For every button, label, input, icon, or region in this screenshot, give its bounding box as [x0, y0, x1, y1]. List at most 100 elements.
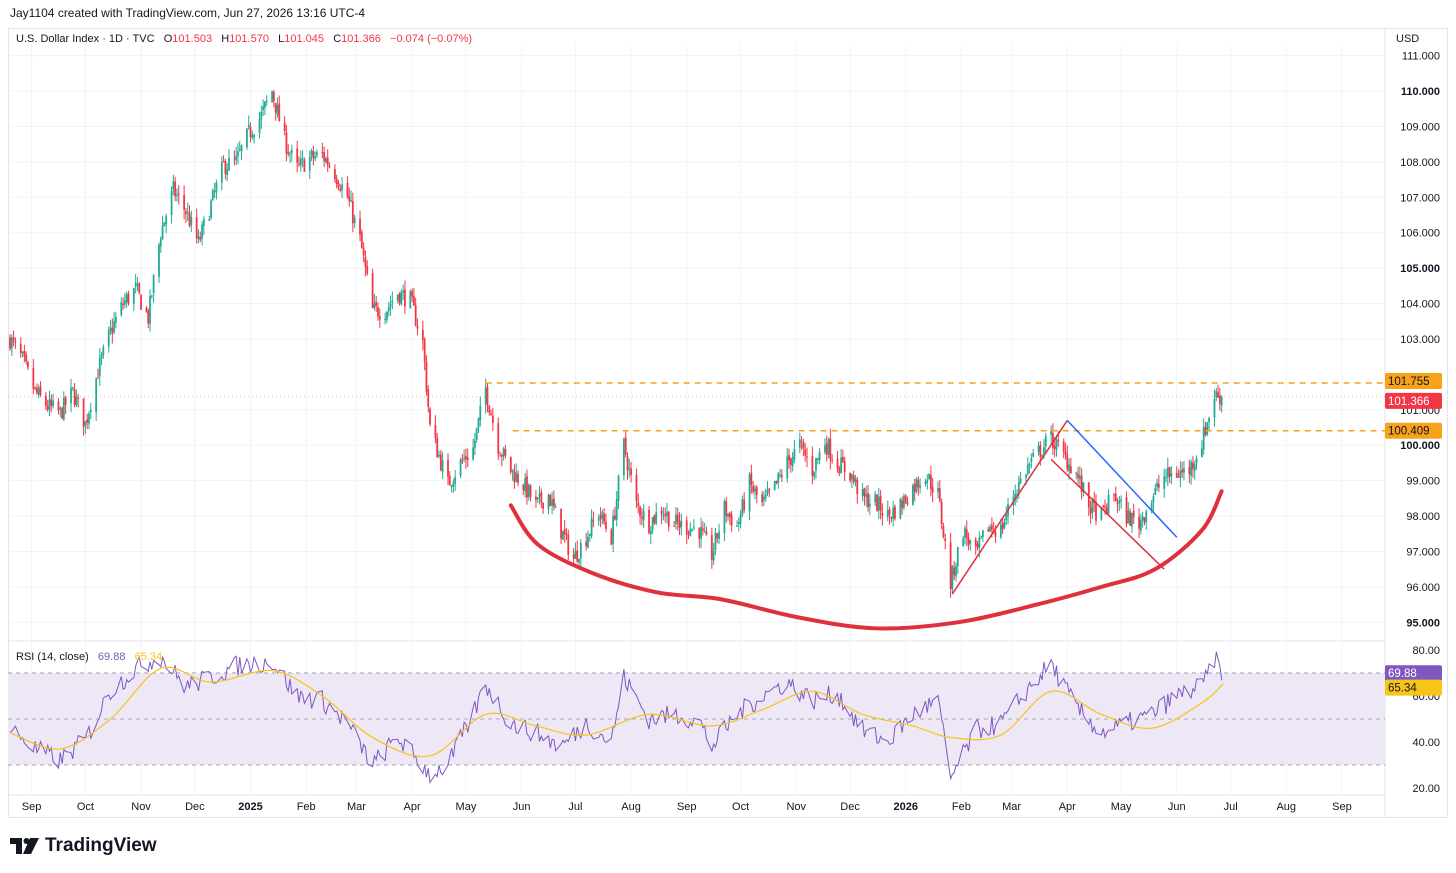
candle: [637, 493, 640, 514]
rsi-legend[interactable]: RSI (14, close) 69.88 65.34: [16, 651, 162, 663]
candle: [454, 469, 457, 491]
rsi-value-badge-text: 69.88: [1388, 668, 1417, 680]
currency-label[interactable]: USD: [1396, 33, 1420, 45]
candle: [386, 310, 388, 324]
candle: [452, 478, 455, 494]
candle: [1206, 421, 1209, 437]
candle: [491, 407, 494, 432]
candle: [1107, 489, 1110, 516]
candle: [915, 477, 918, 494]
candle: [238, 140, 241, 152]
time-tick-label: 2025: [238, 801, 262, 813]
candle: [687, 530, 690, 540]
candle: [552, 490, 555, 511]
candle: [764, 488, 767, 502]
time-tick-label: Oct: [77, 801, 94, 813]
high-label: H: [221, 33, 230, 45]
candle: [351, 192, 354, 233]
candle: [603, 508, 606, 525]
candle: [412, 287, 415, 306]
candle: [208, 215, 211, 222]
candle: [775, 480, 778, 485]
candle: [852, 470, 855, 485]
candle: [1118, 496, 1121, 512]
candle: [163, 222, 166, 227]
candle: [752, 481, 755, 494]
candle: [949, 532, 952, 598]
candle: [827, 437, 830, 459]
candle: [899, 497, 902, 520]
candle: [237, 142, 239, 165]
candle: [779, 468, 781, 479]
candle: [434, 415, 437, 444]
candle: [605, 513, 607, 533]
candle: [685, 516, 688, 544]
candle: [563, 520, 566, 543]
price-tick-label: 96.000: [1406, 582, 1440, 594]
candle: [951, 564, 954, 595]
candle: [1003, 518, 1006, 530]
candle: [272, 89, 275, 108]
candle: [439, 450, 442, 472]
close-label: C: [333, 33, 342, 45]
candle: [113, 312, 116, 335]
rsi-tick-label: 80.00: [1412, 645, 1440, 657]
candle: [1143, 516, 1146, 526]
open-label: O: [163, 33, 173, 45]
candle: [339, 184, 342, 193]
time-tick-label: Nov: [786, 801, 806, 813]
candle: [716, 533, 719, 544]
candle: [1192, 456, 1194, 478]
candle: [477, 417, 480, 434]
symbol-legend[interactable]: U.S. Dollar Index · 1D · TVC O101.503 H1…: [16, 33, 472, 45]
candle: [425, 355, 428, 396]
candle: [341, 177, 343, 198]
candle: [615, 491, 618, 527]
time-axis[interactable]: Sep Oct Nov Dec 2025 Feb Mar Apr May Jun Jul Aug Sep…: [22, 801, 1352, 813]
candle: [714, 528, 717, 556]
candle: [1190, 459, 1193, 485]
rsi-ma-line: [9, 666, 1224, 758]
candle: [623, 437, 625, 481]
candle: [865, 486, 868, 507]
candle: [249, 122, 252, 143]
candle: [1114, 486, 1117, 502]
candle: [664, 507, 667, 523]
candle: [134, 274, 137, 294]
candle: [804, 442, 807, 462]
candle: [813, 470, 816, 481]
candle: [421, 320, 424, 350]
candle: [484, 378, 487, 414]
candle: [316, 149, 318, 158]
candle: [353, 214, 356, 229]
candle: [614, 506, 616, 521]
candle: [1188, 459, 1191, 484]
rounded-bottom-curve: [508, 489, 1224, 631]
candle: [490, 409, 492, 416]
candle: [888, 506, 891, 525]
candle: [1062, 438, 1065, 459]
candle: [14, 337, 17, 349]
candle: [159, 236, 162, 253]
candle: [260, 105, 263, 130]
candle: [147, 308, 150, 329]
candle: [89, 402, 92, 420]
candle: [1179, 461, 1182, 488]
candle: [84, 421, 87, 434]
candle: [590, 509, 593, 539]
candle: [976, 540, 979, 551]
tradingview-logo[interactable]: TradingView: [10, 835, 157, 857]
candle: [874, 491, 877, 507]
candle: [574, 542, 577, 560]
candle: [987, 526, 990, 533]
price-axis[interactable]: 111.000 110.000 109.000 108.000 107.000 106.0…: [1400, 51, 1440, 795]
candle: [57, 398, 60, 415]
candle: [953, 560, 956, 581]
candle: [640, 508, 643, 526]
time-tick-label: Jul: [1224, 801, 1238, 813]
time-tick-label: Feb: [952, 801, 971, 813]
candle: [1183, 461, 1185, 481]
candle: [1130, 512, 1133, 533]
candle: [377, 302, 379, 321]
